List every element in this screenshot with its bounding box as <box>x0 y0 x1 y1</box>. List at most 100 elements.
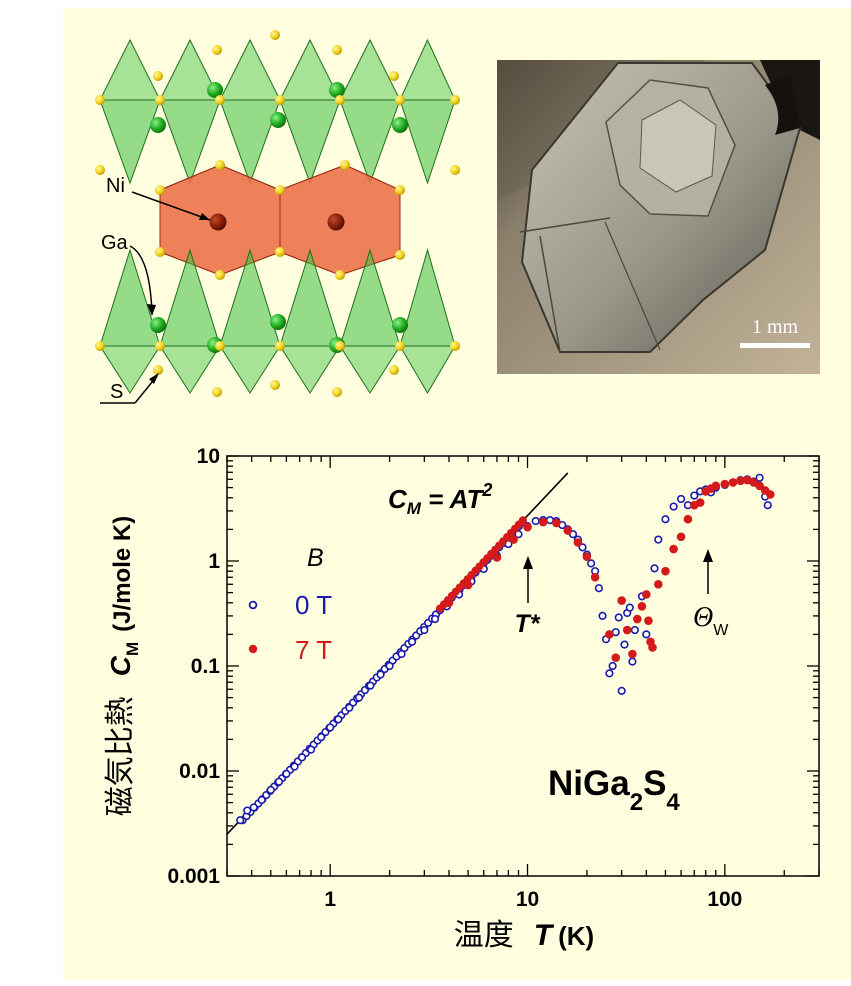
point-7T <box>632 614 642 624</box>
s-atom <box>155 341 165 351</box>
point-7T <box>509 535 518 544</box>
point-0T <box>420 625 429 635</box>
tetra-bottom-down <box>99 345 161 394</box>
point-0T <box>598 611 607 621</box>
point-0T <box>578 543 587 552</box>
s-atom <box>270 380 280 390</box>
point-7T <box>720 479 730 489</box>
x-tick-label: 10 <box>516 888 539 911</box>
specific-heat-chart: 1 10 100 0.001 0.01 0.1 1 10 CM = AT2 B 0 T 7 … <box>104 445 820 952</box>
point-7T <box>444 598 454 608</box>
s-atom <box>212 387 222 397</box>
point-0T <box>669 502 678 511</box>
point-7T <box>611 653 621 662</box>
crystal-step-line-3 <box>604 221 661 351</box>
label-ga: Ga <box>101 232 129 254</box>
tetra-bottom-up <box>399 248 456 347</box>
point-7T <box>661 566 670 576</box>
point-7T <box>518 516 527 525</box>
legend-label-7T: 7 T <box>295 635 332 665</box>
crystal-dark-region <box>765 75 800 135</box>
point-0T <box>514 530 523 539</box>
legend-label-0T: 0 T <box>295 590 332 620</box>
point-7T <box>622 625 632 635</box>
ga-atom <box>329 82 345 98</box>
x-tick-label: 100 <box>707 888 742 911</box>
crystal-step-line-1 <box>519 217 611 233</box>
point-0T <box>608 661 617 671</box>
point-7T <box>648 643 657 652</box>
point-7T <box>552 518 561 528</box>
s-atom <box>215 270 225 280</box>
theta-arrowhead <box>703 549 713 562</box>
point-0T <box>628 657 637 666</box>
s-atom <box>340 160 350 170</box>
ga-atom <box>150 117 166 133</box>
point-7T <box>642 590 651 599</box>
point-0T <box>630 625 639 635</box>
point-7T <box>676 532 686 542</box>
point-0T <box>306 745 316 754</box>
ga-pointer <box>129 245 153 315</box>
ni-arrowhead <box>199 213 210 220</box>
s-atom <box>275 341 285 351</box>
s-atom <box>95 341 105 351</box>
s-atom <box>95 165 105 175</box>
s-atom <box>389 365 399 375</box>
theta-label: ΘW <box>693 602 729 639</box>
s-atom <box>395 185 405 195</box>
tetra-bottom-down <box>399 345 456 394</box>
point-0T <box>243 806 252 815</box>
point-0T <box>690 491 699 500</box>
tetra-top-up <box>399 38 456 101</box>
atom-spheres <box>95 30 460 397</box>
tstar-arrowhead <box>523 556 533 569</box>
y-tick-label: 1 <box>208 550 220 573</box>
point-0T <box>290 762 299 771</box>
s-atom <box>389 71 399 81</box>
point-7T <box>582 552 592 561</box>
crystal-step-line-2 <box>539 235 561 353</box>
point-7T <box>492 553 502 562</box>
s-arrowhead <box>149 373 159 384</box>
s-atom <box>275 95 285 105</box>
ni-octahedra-layer <box>159 164 401 276</box>
tetra-bottom-down <box>159 345 221 394</box>
point-7T <box>617 596 626 605</box>
point-0T <box>366 681 375 690</box>
crystal-structure-illustration: Ni Ga S <box>95 30 460 404</box>
s-atom <box>395 250 405 260</box>
s-atom <box>332 45 342 55</box>
point-7T <box>736 476 745 486</box>
s-atom <box>155 247 165 257</box>
point-0T <box>345 703 354 712</box>
point-0T <box>354 693 364 702</box>
point-0T <box>407 637 417 646</box>
ga-atom <box>392 317 408 333</box>
tstar-label: T* <box>515 610 541 638</box>
point-0T <box>397 649 406 659</box>
point-0T <box>676 494 686 504</box>
ga-atom <box>270 112 286 128</box>
s-atom <box>332 387 342 397</box>
s-atom <box>275 185 285 195</box>
tetra-top-down <box>99 99 161 185</box>
y-tick-label: 0.01 <box>179 760 220 783</box>
point-0T <box>266 785 275 795</box>
scale-bar <box>740 343 810 348</box>
point-0T <box>594 584 603 593</box>
point-0T <box>297 753 307 762</box>
s-atom <box>153 365 163 375</box>
s-atom <box>275 247 285 257</box>
s-atom <box>335 270 345 280</box>
tetra-bottom-down <box>279 345 341 394</box>
ga-atom <box>392 117 408 133</box>
point-0T <box>236 816 245 825</box>
point-7T <box>523 522 532 532</box>
s-atom <box>450 95 460 105</box>
point-7T <box>728 478 738 487</box>
point-0T <box>531 516 540 526</box>
label-s: S <box>110 381 123 403</box>
s-atom <box>215 341 225 351</box>
point-0T <box>586 559 596 568</box>
